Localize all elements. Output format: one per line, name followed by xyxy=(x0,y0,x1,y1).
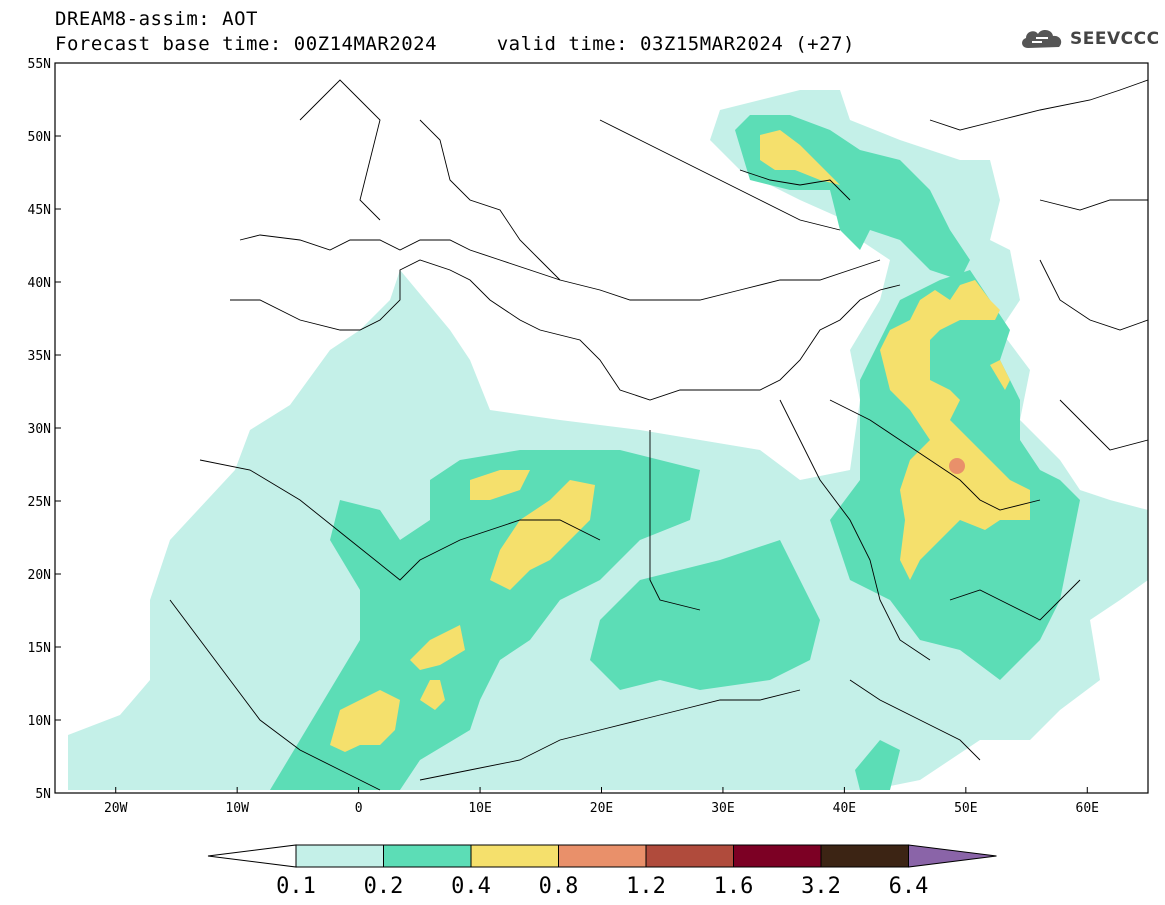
y-tick-label: 35N xyxy=(28,349,51,364)
x-axis: 20W 10W 0 10E 20E 30E 40E 50E 60E xyxy=(104,787,1099,816)
y-tick-label: 15N xyxy=(28,641,51,656)
legend-swatch xyxy=(383,844,472,868)
legend-level-label: 1.2 xyxy=(626,874,666,899)
legend-swatch xyxy=(820,844,909,868)
legend-swatch xyxy=(733,844,822,868)
y-tick-label: 50N xyxy=(28,130,51,145)
legend-swatch xyxy=(295,844,384,868)
y-tick-label: 5N xyxy=(35,787,51,802)
legend-level-label: 0.2 xyxy=(364,874,404,899)
y-axis: 55N 50N 45N 40N 35N 30N 25N 20N 15N 10N 5N xyxy=(28,57,61,802)
x-tick-label: 0 xyxy=(355,801,363,816)
aot-0.4-0.8-region xyxy=(330,130,1030,752)
legend-level-label: 0.1 xyxy=(276,874,316,899)
x-tick-label: 60E xyxy=(1076,801,1099,816)
y-tick-label: 20N xyxy=(28,568,51,583)
coastlines-and-borders xyxy=(169,79,1149,791)
map-subtitle: Forecast base time: 00Z14MAR2024 valid t… xyxy=(55,33,855,55)
y-tick-label: 40N xyxy=(28,276,51,291)
logo: SEEVCCC xyxy=(1018,24,1160,54)
y-tick-label: 55N xyxy=(28,57,51,72)
x-tick-label: 10W xyxy=(225,801,249,816)
y-tick-label: 10N xyxy=(28,714,51,729)
legend-level-label: 3.2 xyxy=(801,874,841,899)
legend-swatch-above-max xyxy=(908,844,997,868)
legend-swatch xyxy=(470,844,559,868)
y-tick-label: 30N xyxy=(28,422,51,437)
y-tick-label: 45N xyxy=(28,203,51,218)
legend-level-label: 1.6 xyxy=(714,874,754,899)
aot-0.8-1.2-region xyxy=(949,458,965,474)
legend-level-label: 6.4 xyxy=(889,874,929,899)
x-tick-label: 30E xyxy=(711,801,734,816)
map-title: DREAM8-assim: AOT xyxy=(55,8,258,30)
legend-swatch xyxy=(645,844,734,868)
legend-swatch-below-min xyxy=(207,844,297,868)
legend-swatch xyxy=(558,844,647,868)
legend-level-label: 0.8 xyxy=(539,874,579,899)
x-tick-label: 20W xyxy=(104,801,128,816)
cloud-icon xyxy=(1022,30,1062,48)
x-tick-label: 40E xyxy=(833,801,856,816)
x-tick-label: 50E xyxy=(954,801,977,816)
y-tick-label: 25N xyxy=(28,495,51,510)
aot-0.1-0.2-region xyxy=(68,90,1148,790)
legend-level-label: 0.4 xyxy=(451,874,491,899)
logo-text: SEEVCCC xyxy=(1070,29,1160,49)
x-tick-label: 10E xyxy=(468,801,491,816)
x-tick-label: 20E xyxy=(590,801,613,816)
